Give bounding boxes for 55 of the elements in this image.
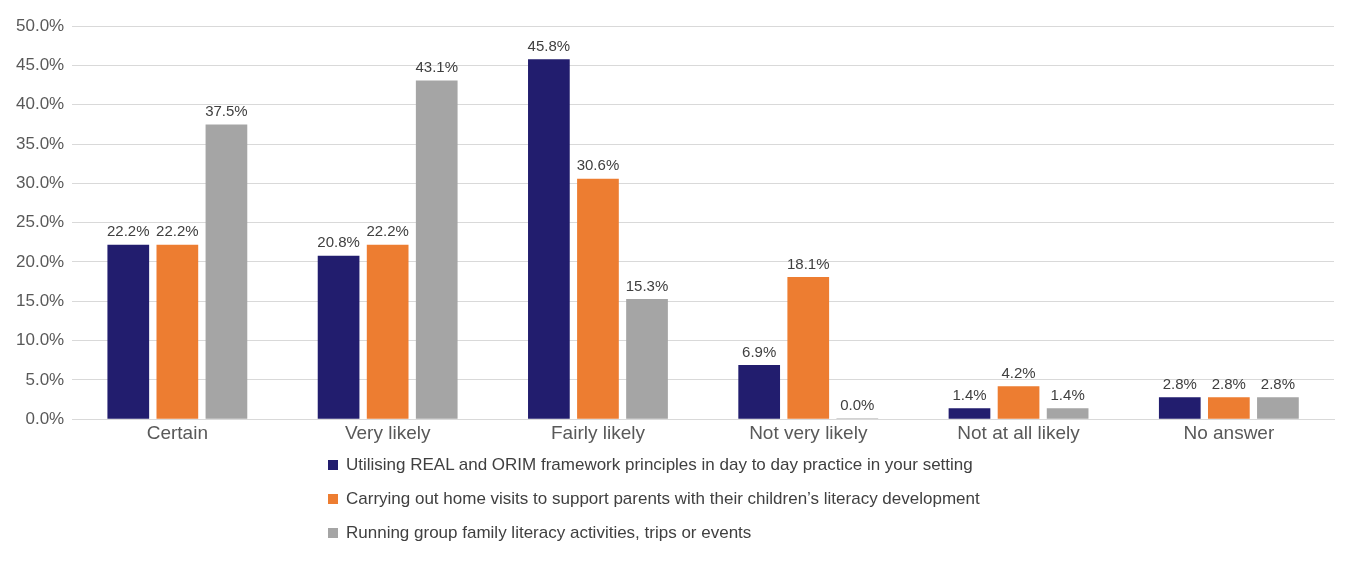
y-tick-label: 35.0% [16, 133, 65, 153]
x-tick-label: Very likely [344, 421, 431, 443]
bar [997, 386, 1040, 419]
bar [107, 244, 150, 419]
data-label: 30.6% [576, 156, 620, 174]
bar [205, 124, 248, 419]
data-label: 22.2% [366, 222, 409, 240]
y-tick-label: 30.0% [16, 173, 65, 193]
legend-label: Carrying out home visits to support parents with their children’s literacy development [346, 489, 980, 509]
data-label: 6.9% [742, 342, 777, 360]
data-label: 1.4% [1050, 385, 1085, 403]
bar [317, 255, 360, 419]
bar [1158, 397, 1201, 419]
bar [1257, 397, 1299, 419]
y-tick-label: 50.0% [16, 15, 65, 35]
data-label: 20.8% [317, 233, 360, 251]
bar [787, 276, 830, 419]
x-tick-label: Not at all likely [957, 421, 1081, 443]
bar [156, 244, 199, 419]
data-label: 37.5% [205, 102, 248, 120]
data-label: 45.8% [527, 36, 571, 54]
bar [1208, 397, 1250, 419]
data-label: 18.1% [786, 254, 830, 272]
bar [626, 298, 668, 419]
data-label: 22.2% [107, 222, 150, 240]
y-tick-label: 10.0% [16, 330, 65, 350]
y-tick-label: 0.0% [25, 408, 65, 428]
y-tick-label: 20.0% [16, 251, 65, 271]
data-label: 2.8% [1211, 374, 1246, 392]
data-label: 2.8% [1260, 374, 1296, 392]
y-tick-label: 45.0% [16, 55, 65, 75]
data-label: 22.2% [156, 222, 199, 240]
x-tick-label: No answer [1183, 421, 1275, 443]
bar [528, 59, 570, 419]
bar [948, 408, 991, 419]
x-tick-label: Fairly likely [550, 421, 646, 443]
bar [366, 244, 409, 419]
data-label: 2.8% [1162, 374, 1197, 392]
legend-label: Running group family literacy activities, trips or events [346, 523, 752, 543]
x-tick-label: Certain [146, 421, 208, 443]
y-tick-label: 5.0% [25, 369, 65, 389]
bar [1046, 408, 1089, 419]
data-label: 15.3% [625, 276, 669, 294]
bar [415, 80, 458, 419]
x-tick-label: Not very likely [749, 421, 868, 443]
legend-label: Utilising REAL and ORIM framework principles in day to day practice in your setting [346, 455, 973, 475]
bar [577, 178, 619, 419]
data-label: 43.1% [415, 58, 458, 76]
data-label: 1.4% [952, 385, 987, 403]
data-label: 0.0% [840, 395, 875, 413]
y-tick-label: 40.0% [16, 94, 65, 114]
y-tick-label: 25.0% [16, 212, 65, 232]
y-tick-label: 15.0% [16, 290, 65, 310]
bar [738, 364, 781, 419]
data-label: 4.2% [1001, 363, 1036, 381]
